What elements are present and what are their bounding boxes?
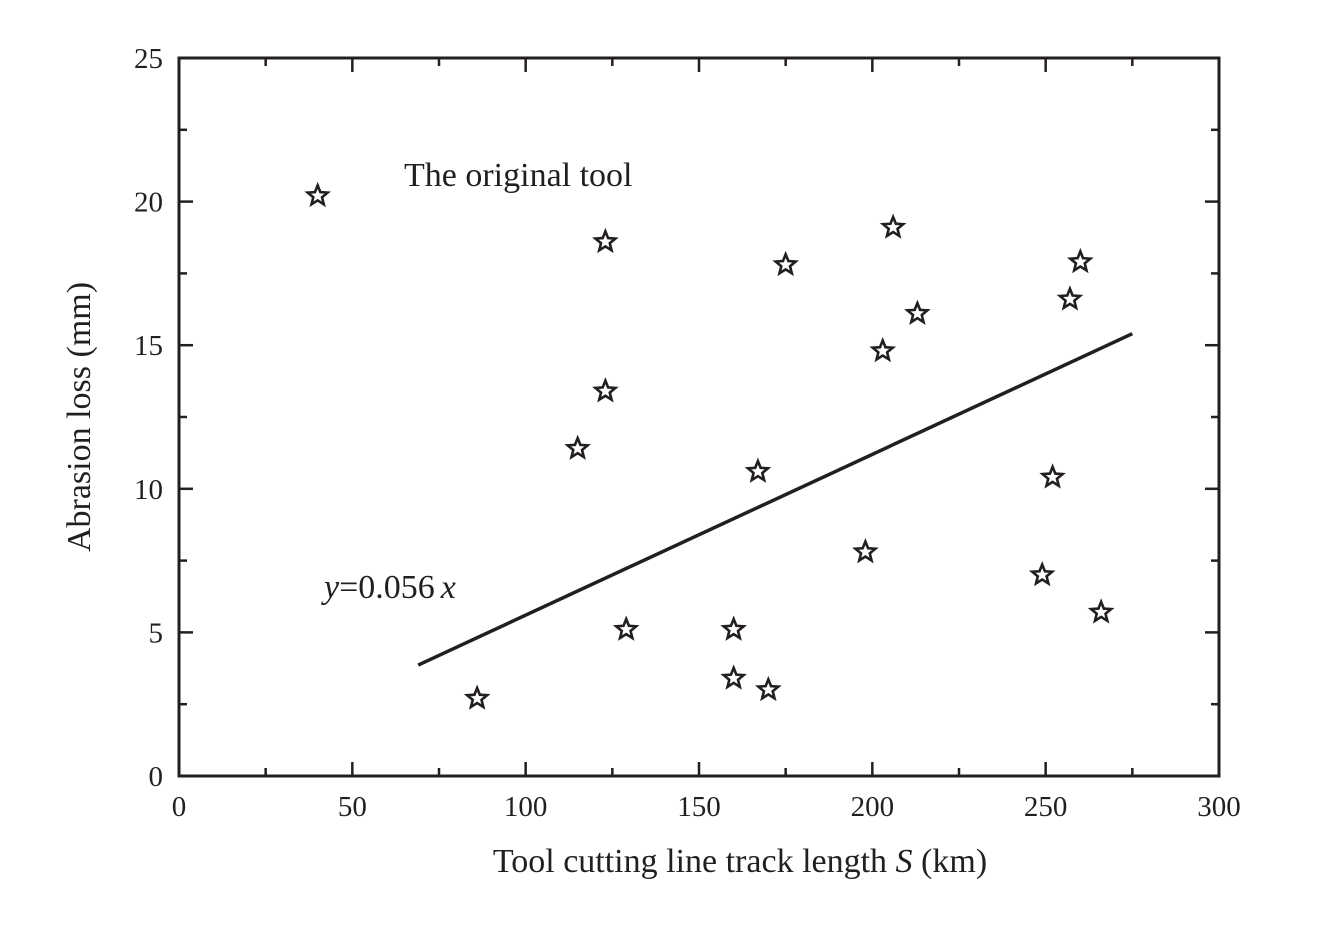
x-axis-label-suffix: (km) [913,843,988,880]
fit-equation-coef: =0.056 [339,569,435,606]
data-point-star [564,434,591,460]
data-point-star [1056,285,1084,311]
y-tick-label: 25 [134,43,163,75]
data-point-star [592,227,619,254]
y-tick-label: 20 [134,187,163,219]
data-point-star [463,684,491,710]
y-tick-label: 0 [149,761,164,793]
y-tick-label: 10 [134,474,163,506]
fit-equation: y=0.056 x [321,569,456,606]
data-point-star [612,615,640,641]
y-tick-label: 15 [134,330,163,362]
x-axis-label-prefix: Tool cutting line track length [493,843,896,880]
plot-frame [177,56,1221,778]
data-point-star [1087,598,1115,624]
data-point-star [772,250,799,277]
data-point-star [304,181,331,208]
data-point-star [1067,247,1094,274]
data-point-star [720,664,747,690]
axis-tick-labels: 0 50 100 150 200 250 300 0 5 10 15 20 25 [134,43,1241,823]
data-point-star [869,336,897,363]
y-axis-label: Abrasion loss (mm) [61,282,98,552]
data-point-star [879,213,907,239]
data-point-star [592,377,619,403]
x-tick-label: 100 [504,791,548,823]
data-point-star [852,537,879,564]
data-point-star [904,299,931,325]
data-points [304,181,1115,710]
data-point-star [744,457,772,483]
x-tick-label: 150 [677,791,721,823]
data-point-star [1039,463,1066,489]
x-tick-label: 200 [851,791,895,823]
x-tick-label: 300 [1197,791,1241,823]
axis-ticks [177,56,1221,778]
x-tick-label: 0 [172,791,187,823]
y-tick-label: 5 [149,617,164,649]
data-point-star [1028,560,1056,587]
fit-equation-x: x [440,569,456,606]
fit-line [417,332,1134,667]
x-tick-label: 50 [338,791,367,823]
x-axis-label: Tool cutting line track length S (km) [493,843,987,880]
data-point-star [755,675,782,702]
annotation-label: The original tool [404,157,633,194]
data-point-star [720,615,747,641]
fit-equation-y: y [321,569,340,606]
x-axis-label-var: S [896,843,913,880]
x-tick-label: 250 [1024,791,1068,823]
